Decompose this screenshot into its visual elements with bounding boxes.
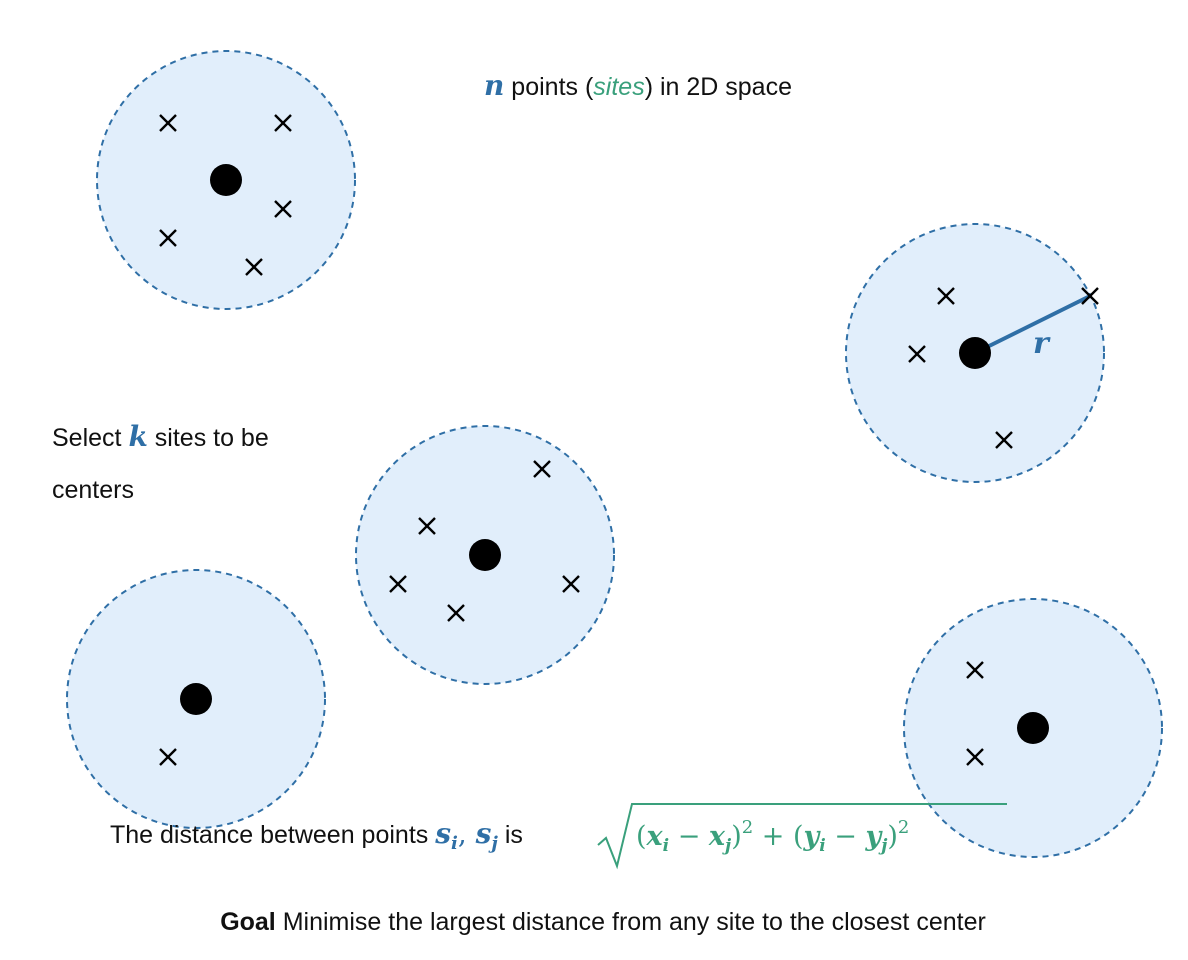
s-i-variable: s [434,817,451,850]
headline-text-b: ) in 2D space [645,73,792,101]
site-cross-icon [159,748,177,766]
cluster-bottom-left [66,569,326,829]
y-var: y [803,821,822,852]
sites-word: sites [593,73,644,101]
select-text-a: Select [52,424,128,452]
select-k-line2: centers [52,476,134,504]
site-cross-icon [245,258,263,276]
headline: n points (sites) in 2D space [484,69,792,102]
exponent: 2 [742,817,753,838]
cluster-middle [355,425,615,685]
center-dot-icon [469,539,501,571]
paren: ) [887,821,898,852]
site-cross-icon [274,114,292,132]
cluster-top-left [96,50,356,310]
s-j-variable: s [475,817,492,850]
site-cross-icon [447,604,465,622]
x-var: x [708,821,726,852]
select-text-b: sites to be [148,424,269,452]
minus: − [669,821,709,852]
n-variable: n [484,69,504,102]
distance-formula: (xi − xj)2 + (yi − yj)2 [597,803,1007,870]
site-cross-icon [418,517,436,535]
site-cross-icon [274,200,292,218]
y-sub: j [878,836,888,856]
distance-text-b: is [498,821,523,849]
select-k-line1: Select k sites to be [52,420,269,453]
headline-text-a: points ( [504,73,594,101]
s-j-subscript: j [488,833,498,854]
goal-text: Minimise the largest distance from any s… [276,908,986,936]
paren: ( [636,821,647,852]
plus: + ( [753,821,803,852]
cluster-bottom-right [903,598,1163,858]
y-sub: i [819,836,825,856]
distance-text: The distance between points si, sj is [110,817,523,854]
s-i-subscript: i [451,833,458,854]
goal-line: Goal Minimise the largest distance from … [220,908,986,936]
radius-label: r [1033,326,1051,361]
sqrt-radical [597,803,1007,870]
distance-text-a: The distance between points [110,821,435,849]
site-cross-icon [995,431,1013,449]
site-cross-icon [389,575,407,593]
site-cross-icon [908,345,926,363]
site-cross-icon [562,575,580,593]
center-dot-icon [180,683,212,715]
x-var: x [646,821,664,852]
cluster-right: r [845,223,1105,483]
comma: , [458,817,476,850]
center-dot-icon [210,164,242,196]
site-cross-icon [159,114,177,132]
center-dot-icon [1017,712,1049,744]
exponent: 2 [898,817,909,838]
x-sub: j [722,836,732,856]
site-cross-icon [533,460,551,478]
paren: ) [731,821,742,852]
site-cross-icon [159,229,177,247]
site-cross-icon [937,287,955,305]
goal-label: Goal [220,908,276,936]
site-cross-icon [966,748,984,766]
center-dot-icon [959,337,991,369]
site-cross-icon [966,661,984,679]
k-variable: k [128,420,147,453]
radius-line [973,294,1092,355]
minus: − [826,821,866,852]
site-cross-icon [1081,287,1099,305]
y-var: y [864,821,883,852]
formula-text: (xi − xj)2 + (yi − yj)2 [636,817,909,856]
x-sub: i [663,836,669,856]
